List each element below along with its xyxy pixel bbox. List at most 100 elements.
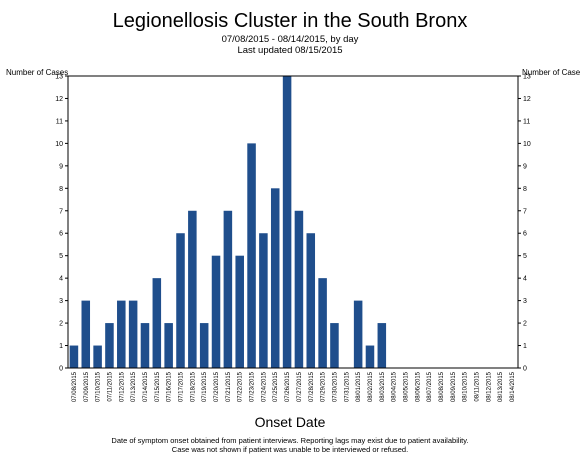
x-tick-label: 07/10/2015: [96, 371, 102, 402]
y-tick-label-left: 2: [59, 321, 63, 328]
y-axis-label-left: Number of Cases: [6, 68, 69, 77]
bar-07-13-2015: [128, 300, 138, 368]
x-tick-label: 07/16/2015: [167, 371, 173, 402]
bar-07-12-2015: [117, 300, 126, 368]
y-tick-label-right: 4: [523, 276, 527, 283]
footnote-line-2: Case was not shown if patient was unable…: [171, 445, 409, 454]
x-tick-label: 07/20/2015: [214, 371, 220, 402]
x-tick-label: 07/11/2015: [107, 371, 113, 401]
y-tick-label-right: 10: [523, 141, 531, 148]
x-tick-label: 08/14/2015: [510, 371, 516, 402]
bar-08-02-2015: [365, 345, 375, 368]
bar-07-26-2015: [282, 76, 292, 368]
y-tick-label-right: 2: [523, 321, 527, 328]
plot-frame: [67, 75, 519, 369]
bar-07-22-2015: [235, 255, 244, 368]
y-tick-label-right: 3: [523, 298, 527, 305]
x-tick-label: 07/15/2015: [155, 371, 161, 402]
bar-07-23-2015: [247, 143, 256, 368]
bar-08-03-2015: [377, 323, 387, 368]
y-tick-label-right: 13: [523, 74, 531, 81]
y-tick-label-left: 13: [55, 74, 63, 81]
bar-07-28-2015: [306, 233, 316, 368]
x-tick-label: 07/09/2015: [84, 371, 90, 402]
x-tick-label: 08/02/2015: [368, 371, 374, 402]
y-tick-label-right: 1: [523, 343, 527, 350]
bar-07-20-2015: [211, 255, 221, 368]
x-tick-label: 07/31/2015: [344, 371, 350, 402]
x-tick-label: 07/13/2015: [131, 371, 137, 402]
bar-07-16-2015: [164, 323, 173, 368]
bar-07-18-2015: [188, 210, 197, 368]
x-tick-label: 07/18/2015: [190, 371, 196, 402]
bar-07-17-2015: [176, 233, 185, 368]
x-tick-label: 07/08/2015: [72, 371, 78, 402]
x-tick-label: 07/24/2015: [261, 371, 267, 402]
x-tick-label: 08/11/2015: [475, 371, 481, 401]
footnote-line-1: Date of symptom onset obtained from pati…: [111, 436, 469, 445]
x-tick-label: 08/09/2015: [451, 371, 457, 402]
bars: [69, 76, 387, 368]
y-tick-label-right: 12: [523, 96, 531, 103]
x-tick-label: 07/14/2015: [143, 371, 149, 402]
x-tick-label: 07/30/2015: [332, 371, 338, 402]
bar-07-14-2015: [140, 323, 150, 368]
x-tick-label: 08/05/2015: [404, 371, 410, 402]
y-tick-label-right: 11: [523, 118, 530, 125]
y-tick-label-left: 10: [55, 141, 63, 148]
x-tick-label: 07/21/2015: [226, 371, 232, 402]
x-tick-label: 08/07/2015: [427, 371, 433, 402]
y-tick-label-right: 5: [523, 253, 527, 260]
x-tick-label: 07/23/2015: [250, 371, 256, 402]
x-tick-label: 08/10/2015: [463, 371, 469, 402]
x-tick-labels: 07/08/2015 07/09/2015 07/10/2015 07/11/2015…: [72, 371, 516, 402]
y-tick-label-left: 7: [59, 208, 63, 215]
bar-07-21-2015: [223, 210, 233, 368]
y-tick-label-left: 3: [59, 298, 63, 305]
y-tick-label-left: 5: [59, 253, 63, 260]
bar-07-29-2015: [318, 278, 327, 368]
x-tick-label: 07/12/2015: [119, 371, 125, 402]
y-tick-label-right: 6: [523, 231, 527, 238]
x-tick-label: 07/19/2015: [202, 371, 208, 402]
bar-07-19-2015: [199, 323, 209, 368]
y-tick-label-left: 12: [55, 96, 63, 103]
y-tick-label-left: 0: [59, 366, 63, 373]
x-tick-label: 08/08/2015: [439, 371, 445, 402]
chart-title: Legionellosis Cluster in the South Bronx: [112, 10, 468, 32]
bar-07-10-2015: [93, 345, 102, 368]
x-axis-label: Onset Date: [254, 414, 326, 430]
bar-07-15-2015: [152, 278, 162, 368]
y-tick-label-left: 9: [59, 163, 63, 170]
y-tick-label-left: 6: [59, 231, 63, 238]
x-tick-label: 07/27/2015: [297, 371, 303, 402]
bar-07-30-2015: [330, 323, 339, 368]
x-tick-label: 07/26/2015: [285, 371, 291, 402]
x-tick-label: 08/03/2015: [380, 371, 386, 402]
y-tick-label-right: 7: [523, 208, 527, 215]
y-tick-label-left: 11: [56, 118, 63, 125]
y-tick-label-right: 0: [523, 366, 527, 373]
x-tick-label: 08/13/2015: [498, 371, 504, 402]
x-tick-label: 07/17/2015: [179, 371, 185, 402]
x-tick-label: 07/25/2015: [273, 371, 279, 402]
x-tick-label: 07/28/2015: [309, 371, 315, 402]
y-tick-label-right: 8: [523, 186, 527, 193]
bar-07-08-2015: [69, 345, 79, 368]
x-tick-label: 08/04/2015: [392, 371, 398, 402]
y-tick-label-left: 4: [59, 276, 63, 283]
bar-07-27-2015: [294, 210, 304, 368]
x-tick-label: 07/22/2015: [238, 371, 244, 402]
y-tick-label-right: 9: [523, 163, 527, 170]
x-tick-label: 08/06/2015: [415, 371, 421, 402]
y-tick-label-left: 8: [59, 186, 63, 193]
x-tick-label: 07/29/2015: [321, 371, 327, 402]
bar-07-09-2015: [81, 300, 91, 368]
x-tick-label: 08/12/2015: [486, 371, 492, 402]
chart-subtitle-date-range: 07/08/2015 - 08/14/2015, by day: [221, 34, 359, 45]
bar-07-25-2015: [270, 188, 280, 368]
bar-07-11-2015: [105, 323, 114, 368]
